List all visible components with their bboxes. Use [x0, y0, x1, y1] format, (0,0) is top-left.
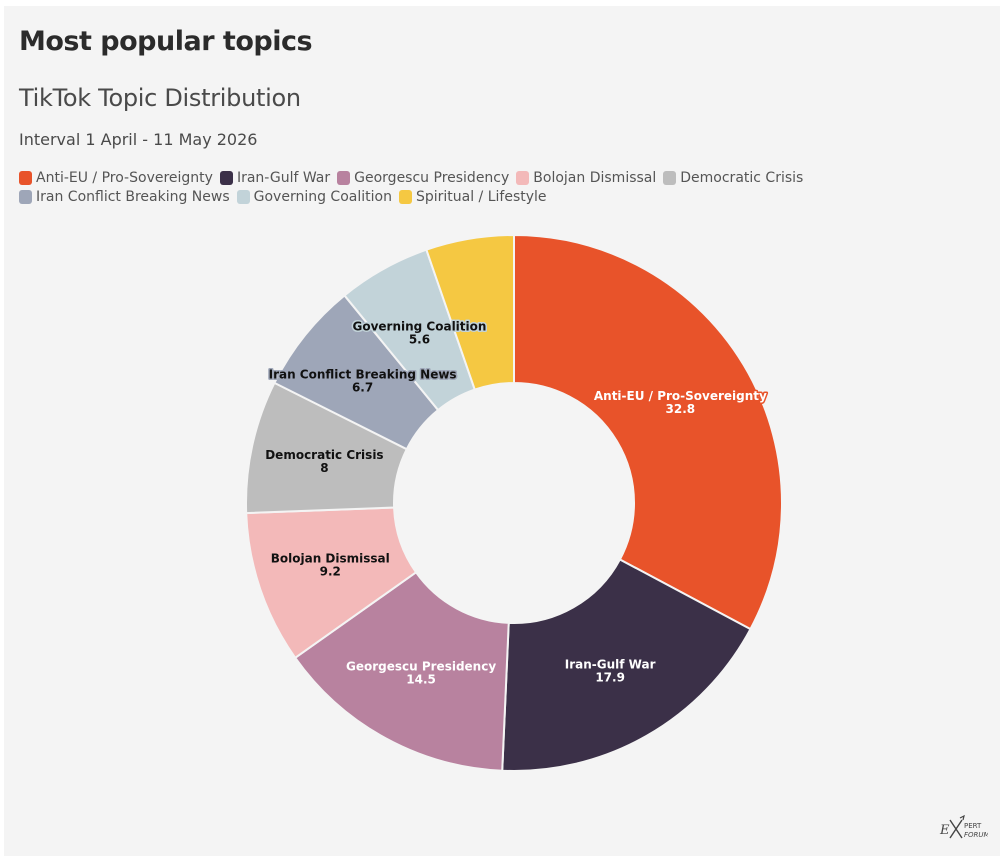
- donut-slice[interactable]: [425, 233, 515, 391]
- legend-label: Spiritual / Lifestyle: [415, 189, 547, 205]
- slice-label-value: 14.5: [406, 672, 436, 686]
- legend-item[interactable]: Spiritual / Lifestyle: [398, 189, 547, 205]
- svg-text:FORUM: FORUM: [964, 831, 988, 839]
- legend-swatch: [398, 190, 412, 204]
- expert-forum-logo: E PERT FORUM: [939, 814, 988, 839]
- svg-text:PERT: PERT: [964, 822, 982, 830]
- donut-slice[interactable]: [513, 233, 783, 631]
- slice-label-value: 32.8: [666, 402, 696, 416]
- legend-label: Iran Conflict Breaking News: [36, 189, 230, 205]
- svg-text:E: E: [939, 823, 950, 838]
- legend-item[interactable]: Georgescu Presidency: [337, 170, 509, 186]
- legend-label: Governing Coalition: [253, 189, 392, 205]
- legend-item[interactable]: Anti-EU / Pro-Sovereignty: [19, 170, 213, 186]
- legend-label: Georgescu Presidency: [354, 170, 510, 186]
- slice-label-value: 6.7: [352, 381, 373, 395]
- legend-label: Iran-Gulf War: [236, 170, 331, 186]
- chart-container: Most popular topics TikTok Topic Distrib…: [4, 6, 1000, 856]
- chart-subtitle: TikTok Topic Distribution: [19, 84, 301, 112]
- slice-label-value: 8: [320, 461, 328, 475]
- legend: Anti-EU / Pro-Sovereignty Iran-Gulf War Ge…: [19, 170, 919, 205]
- donut-slices: [245, 233, 783, 772]
- legend-swatch: [516, 171, 530, 185]
- legend-label: Bolojan Dismissal: [533, 170, 657, 186]
- legend-swatch: [663, 171, 677, 185]
- chart-title: Most popular topics: [19, 26, 313, 57]
- slice-label-name: Anti-EU / Pro-Sovereignty: [594, 389, 767, 403]
- donut-slice[interactable]: [501, 558, 752, 772]
- legend-swatch: [19, 171, 32, 185]
- legend-swatch: [19, 190, 32, 204]
- slice-label-name: Iran-Gulf War: [565, 658, 656, 672]
- slice-label-value: 17.9: [595, 671, 625, 685]
- slice-label-value: 5.6: [409, 333, 430, 347]
- slice-label-name: Democratic Crisis: [265, 448, 383, 462]
- slice-label-name: Georgescu Presidency: [346, 659, 496, 673]
- legend-item[interactable]: Bolojan Dismissal: [516, 170, 656, 186]
- legend-item[interactable]: Iran Conflict Breaking News: [19, 189, 230, 205]
- date-interval: Interval 1 April - 11 May 2026: [19, 130, 258, 149]
- slice-label-name: Iran Conflict Breaking News: [269, 368, 457, 382]
- donut-slice[interactable]: [293, 570, 510, 772]
- slice-label-name: Governing Coalition: [352, 320, 486, 334]
- slice-label-value: 9.2: [320, 564, 341, 578]
- legend-label: Democratic Crisis: [680, 170, 804, 186]
- legend-item[interactable]: Governing Coalition: [236, 189, 392, 205]
- legend-swatch: [337, 171, 351, 185]
- legend-item[interactable]: Democratic Crisis: [663, 170, 803, 186]
- legend-label: Anti-EU / Pro-Sovereignty: [36, 170, 213, 186]
- legend-item[interactable]: Iran-Gulf War: [219, 170, 331, 186]
- legend-swatch: [236, 190, 250, 204]
- legend-swatch: [219, 171, 233, 185]
- slice-label-name: Bolojan Dismissal: [271, 551, 390, 565]
